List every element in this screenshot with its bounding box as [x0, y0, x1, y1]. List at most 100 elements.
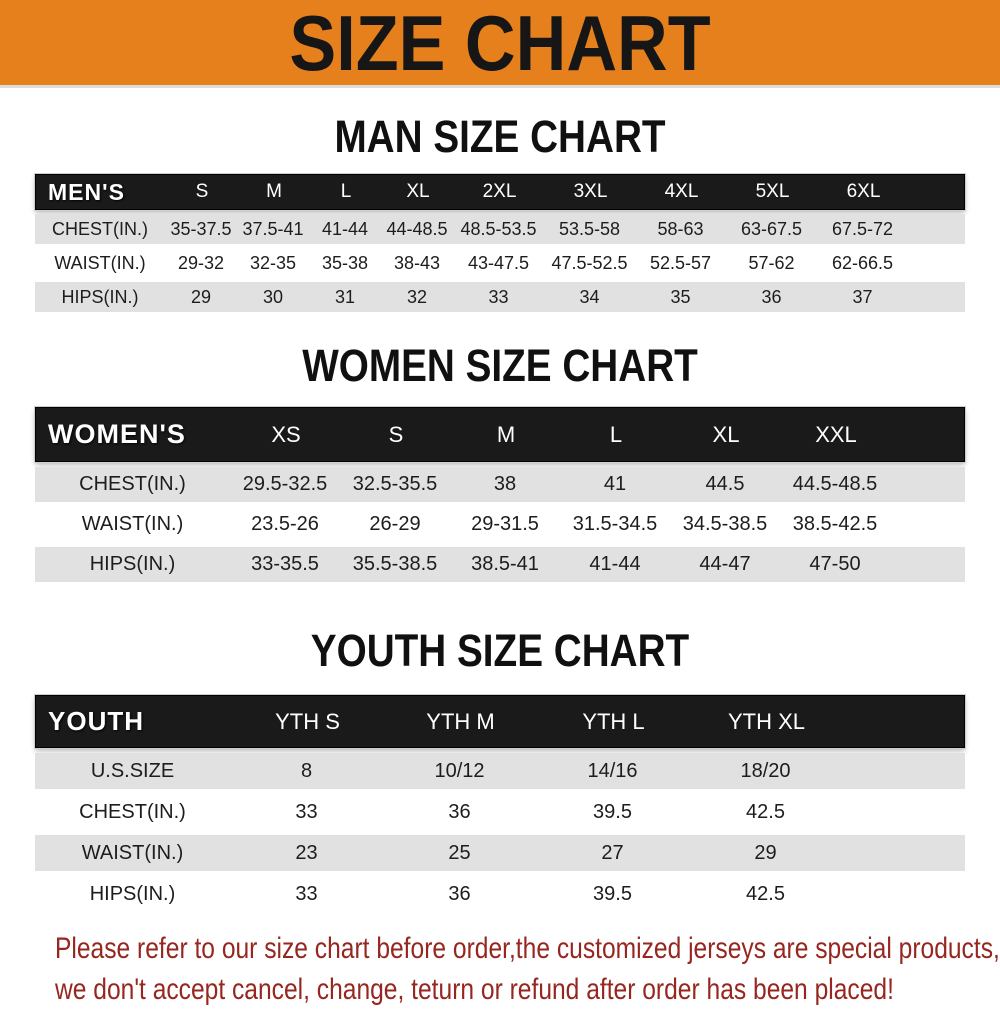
youth-section-heading: YOUTH SIZE CHART [310, 625, 690, 676]
table-cell: 26-29 [369, 513, 421, 535]
table-cell: 33 [295, 800, 318, 823]
row-label: HIPS(IN.) [61, 286, 139, 307]
table-cell: 36 [761, 286, 782, 307]
table-cell: 31.5-34.5 [572, 513, 658, 535]
table-cell: 37.5-41 [242, 218, 304, 239]
table-cell: 38 [493, 473, 517, 495]
table-corner-label: MEN'S [48, 178, 125, 205]
row-label: WAIST(IN.) [81, 513, 184, 535]
column-header: 5XL [755, 181, 790, 202]
table-header-row: YOUTH YTH S YTH M YTH L YTH XL [35, 695, 965, 748]
table-cell: 27 [601, 841, 624, 864]
table-header-row: WOMEN'S XS S M L XL XXL [35, 407, 965, 462]
table-cell: 29.5-32.5 [242, 473, 328, 495]
note-line-1: Please refer to our size chart before or… [55, 932, 1000, 965]
table-cell: 44.5 [705, 473, 745, 495]
table-cell: 44.5-48.5 [792, 473, 878, 495]
table-cell: 35.5-38.5 [352, 553, 438, 575]
table-cell: 53.5-58 [558, 218, 621, 239]
column-header: L [609, 421, 623, 447]
table-cell: 63-67.5 [740, 218, 803, 239]
column-header: XL [712, 421, 740, 447]
row-label: HIPS(IN.) [89, 882, 176, 905]
banner: SIZE CHART [0, 0, 1000, 88]
table-cell: 44-47 [699, 553, 751, 575]
table-row: U.S.SIZE 8 10/12 14/16 18/20 [35, 753, 965, 789]
table-cell: 8 [300, 759, 313, 782]
women-section-heading: WOMEN SIZE CHART [302, 340, 698, 391]
table-cell: 36 [448, 882, 471, 905]
table-cell: 29-32 [177, 252, 225, 273]
table-cell: 23 [295, 841, 318, 864]
table-cell: 41-44 [321, 218, 369, 239]
table-cell: 29 [190, 286, 212, 307]
table-cell: 41-44 [589, 553, 641, 575]
column-header: YTH M [426, 708, 495, 734]
table-cell: 48.5-53.5 [460, 218, 537, 239]
note-line-2: we don't accept cancel, change, teturn o… [55, 973, 894, 1006]
table-cell: 58-63 [657, 218, 704, 239]
youth-size-table: YOUTH YTH S YTH M YTH L YTH XL U.S.SIZE 8 10/12… [35, 695, 965, 912]
row-label: CHEST(IN.) [52, 218, 148, 239]
column-header: L [340, 181, 352, 202]
table-row: WAIST(IN.) 29-32 32-35 35-38 38-43 43-47.5 47.… [35, 248, 965, 278]
table-cell: 30 [262, 286, 284, 307]
table-row: HIPS(IN.) 33-35.5 35.5-38.5 38.5-41 41-44 44-… [35, 547, 965, 582]
table-cell: 67.5-72 [831, 218, 894, 239]
table-cell: 25 [448, 841, 471, 864]
table-cell: 31 [334, 286, 356, 307]
table-cell: 35 [670, 286, 691, 307]
table-cell: 35-38 [321, 252, 369, 273]
table-cell: 52.5-57 [649, 252, 712, 273]
table-corner-label: WOMEN'S [48, 419, 186, 449]
table-cell: 32 [406, 286, 428, 307]
row-label: WAIST(IN.) [81, 841, 184, 864]
table-cell: 29 [754, 841, 777, 864]
table-row: CHEST(IN.) 29.5-32.5 32.5-35.5 38 41 44.5 44.5… [35, 467, 965, 502]
column-header: YTH L [582, 708, 645, 734]
table-cell: 10/12 [434, 759, 485, 782]
column-header: M [496, 421, 516, 447]
table-cell: 33-35.5 [251, 553, 319, 575]
column-header: XS [271, 421, 301, 447]
table-cell: 42.5 [746, 882, 785, 905]
men-size-table: MEN'S S M L XL 2XL 3XL 4XL 5XL 6XL CHEST(IN.) 35-37… [35, 174, 965, 312]
table-cell: 44-48.5 [386, 218, 448, 239]
column-header: YTH XL [727, 708, 806, 734]
table-cell: 34 [579, 286, 600, 307]
men-section-heading: MAN SIZE CHART [334, 111, 666, 162]
table-row: CHEST(IN.) 33 36 39.5 42.5 [35, 794, 965, 830]
table-cell: 39.5 [593, 882, 632, 905]
men-section: MAN SIZE CHART MEN'S S M L XL 2XL 3XL 4XL 5XL 6XL… [0, 114, 1000, 312]
row-label: WAIST(IN.) [54, 252, 146, 273]
table-cell: 41 [603, 473, 627, 495]
table-cell: 14/16 [587, 759, 638, 782]
row-label: CHEST(IN.) [79, 473, 186, 495]
table-cell: 39.5 [593, 800, 632, 823]
column-header: M [266, 181, 282, 202]
table-cell: 47-50 [809, 553, 861, 575]
table-header-row: MEN'S S M L XL 2XL 3XL 4XL 5XL 6XL [35, 174, 965, 210]
order-note: Please refer to our size chart before or… [55, 928, 1000, 1010]
table-row: WAIST(IN.) 23.5-26 26-29 29-31.5 31.5-34.5 34… [35, 507, 965, 542]
table-cell: 62-66.5 [831, 252, 894, 273]
table-cell: 43-47.5 [467, 252, 530, 273]
women-section: WOMEN SIZE CHART WOMEN'S XS S M L XL XXL CHEST(… [0, 343, 1000, 582]
column-header: 3XL [573, 181, 608, 202]
table-row: HIPS(IN.) 33 36 39.5 42.5 [35, 876, 965, 912]
youth-section: YOUTH SIZE CHART YOUTH YTH S YTH M YTH L YTH… [0, 628, 1000, 912]
table-cell: 33 [488, 286, 509, 307]
row-label: CHEST(IN.) [79, 800, 186, 823]
table-cell: 29-31.5 [471, 513, 539, 535]
column-header: XL [406, 181, 430, 202]
table-cell: 38-43 [393, 252, 441, 273]
table-cell: 57-62 [748, 252, 795, 273]
table-row: WAIST(IN.) 23 25 27 29 [35, 835, 965, 871]
column-header: S [388, 421, 404, 447]
table-cell: 18/20 [740, 759, 791, 782]
table-cell: 32.5-35.5 [352, 473, 438, 495]
column-header: 6XL [846, 181, 881, 202]
table-cell: 38.5-42.5 [792, 513, 878, 535]
table-cell: 33 [295, 882, 318, 905]
women-size-table: WOMEN'S XS S M L XL XXL CHEST(IN.) 29.5-32.5 32.5… [35, 407, 965, 582]
